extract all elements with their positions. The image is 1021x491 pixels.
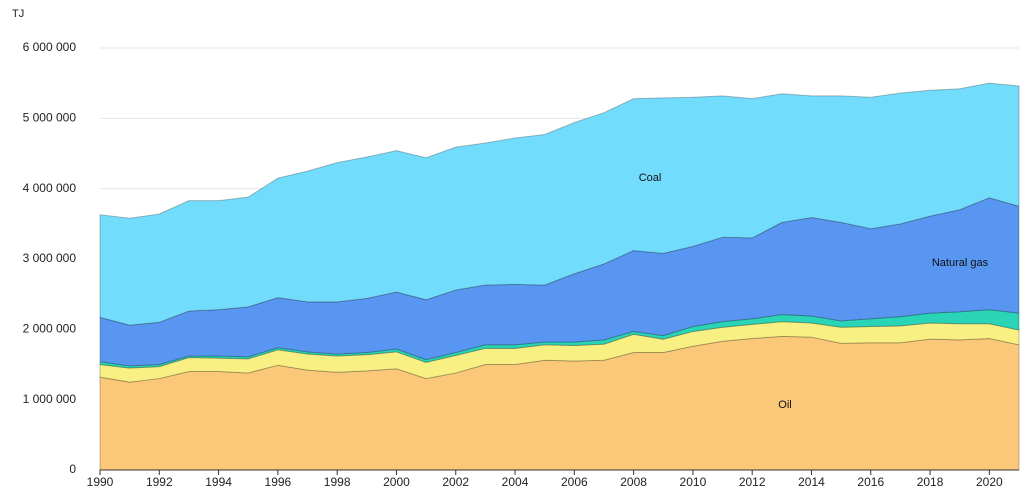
x-tick-label: 2020 [976,475,1003,489]
x-tick-label: 2006 [561,475,588,489]
x-tick-label: 2000 [383,475,410,489]
x-tick-label: 1994 [205,475,232,489]
x-tick-label: 2008 [620,475,647,489]
series-label: Oil [778,399,791,411]
y-tick-label: 2 000 000 [23,322,77,336]
area [99,82,1020,326]
y-tick-label: 1 000 000 [23,392,77,406]
x-tick-label: 2002 [442,475,469,489]
area [99,309,1020,369]
x-tick-label: 1998 [324,475,351,489]
y-tick-label: 3 000 000 [23,251,77,265]
y-axis-unit: TJ [12,8,24,20]
x-tick-label: 2014 [798,475,825,489]
x-tick-label: 1990 [87,475,114,489]
y-tick-label: 0 [69,462,76,476]
x-tick-label: 2016 [857,475,884,489]
x-tick-label: 1996 [265,475,292,489]
series-label: Coal [639,172,662,184]
x-tick-label: 2004 [502,475,529,489]
y-tick-label: 5 000 000 [23,111,77,125]
series-label: Natural gas [932,257,989,269]
y-tick-label: 6 000 000 [23,40,77,54]
y-tick-label: 4 000 000 [23,181,77,195]
x-tick-label: 2010 [680,475,707,489]
x-tick-label: 2018 [917,475,944,489]
x-tick-label: 2012 [739,475,766,489]
x-tick-label: 1992 [146,475,173,489]
